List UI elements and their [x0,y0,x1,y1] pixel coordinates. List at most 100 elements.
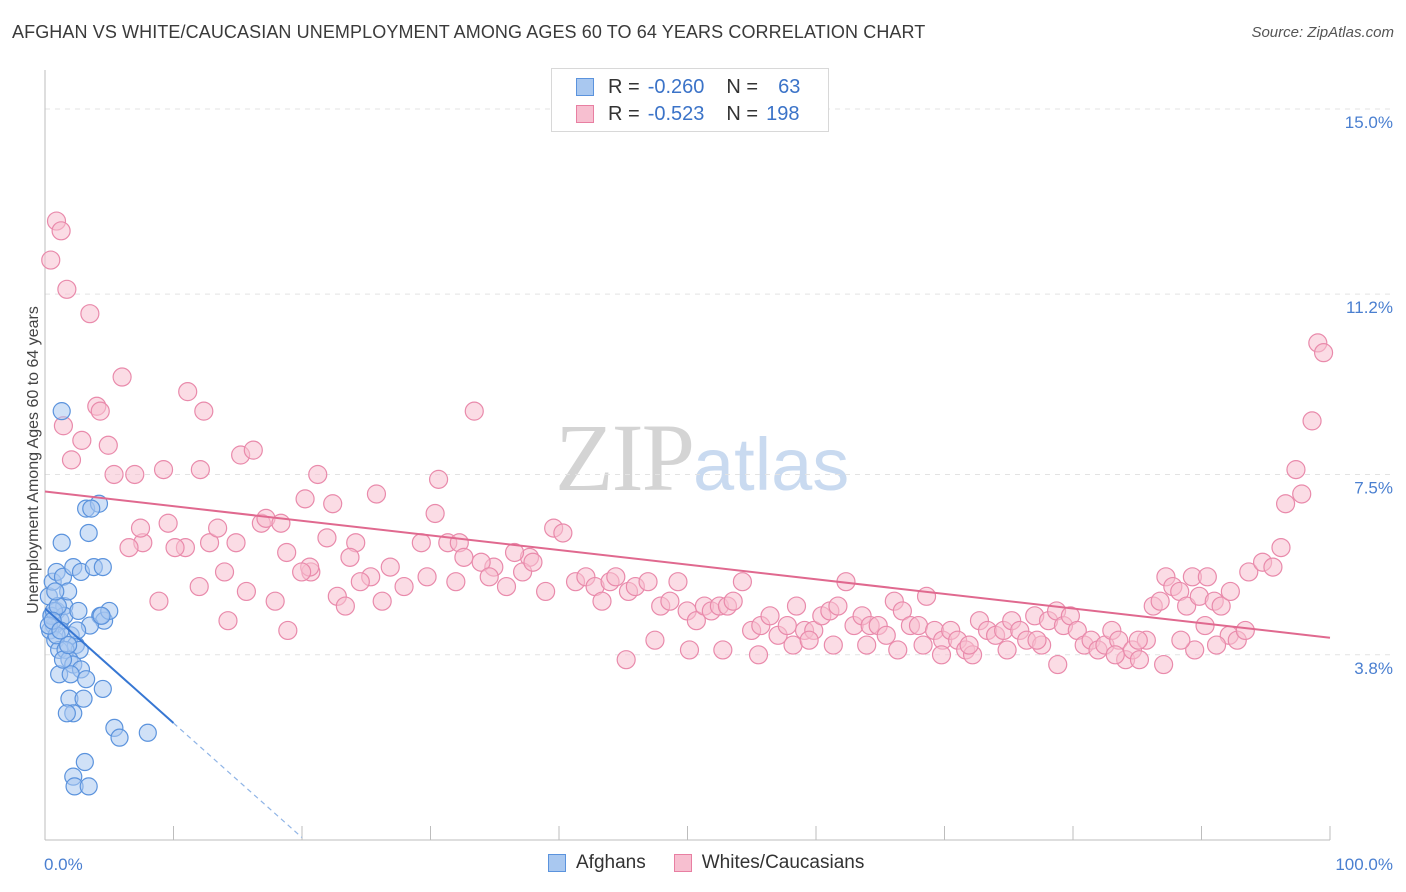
whites-point [777,615,797,636]
afghans-point [69,601,88,621]
whites-point [340,547,360,567]
whites-r-value: -0.523 [647,102,705,125]
whites-point [372,591,392,611]
whites-point [1239,562,1259,582]
whites-n-value: 198 [766,102,800,125]
afghans-trend-extension [173,722,303,839]
whites-point [61,450,82,470]
y-tick-label: 11.2% [1346,298,1393,317]
whites-point [786,596,807,616]
correlation-legend: R = -0.260 N = 63 R = -0.523 N = 198 [551,68,829,132]
whites-point [1177,596,1197,616]
afghans-trend-line [44,607,175,724]
whites-point [732,572,753,592]
whites-point [335,596,355,616]
whites-point [1263,557,1283,577]
whites-swatch [576,105,594,123]
afghans-point [75,752,94,772]
whites-point [90,401,110,421]
r-label: R = [608,102,640,125]
y-tick-label: 3.8% [1354,659,1393,678]
whites-point [295,489,315,509]
afghans-point [79,523,98,543]
whites-point [158,513,178,533]
whites-point [104,464,124,485]
watermark: ZIPatlas [555,402,849,513]
whites-point [592,591,612,611]
whites-point [178,382,198,402]
whites-point [380,557,400,577]
whites-point [125,464,145,485]
whites-point [1171,630,1191,650]
whites-point [828,596,848,616]
whites-point [1027,630,1047,650]
afghans-point [92,606,111,625]
afghans-point [52,402,71,421]
afghans-point [93,679,112,699]
series-whites-points [41,211,1334,675]
whites-legend-swatch [673,854,692,872]
whites-point [959,635,979,655]
legend-item-whites[interactable]: Whites/Caucasians [673,852,864,874]
whites-point [1105,645,1125,665]
afghans-point [77,670,96,689]
whites-point [823,635,843,655]
whites-point [464,401,484,421]
whites-point [98,435,118,455]
afghans-point [46,582,65,601]
afghans-point [51,621,70,640]
whites-point [799,630,819,650]
whites-point [292,562,312,582]
whites-point [1154,654,1174,675]
whites-point [660,591,680,611]
whites-point [366,484,387,504]
whites-point [888,640,908,660]
afghans-legend-label: Afghans [576,852,646,873]
afghans-point [57,704,76,723]
whites-point [1302,411,1322,431]
whites-point [226,533,246,553]
trend-lines [44,490,1331,839]
whites-point [153,460,174,480]
whites-point [760,606,780,626]
afghans-point [52,533,71,552]
whites-point [1128,630,1148,650]
whites-point [997,640,1017,660]
legend-item-afghans[interactable]: Afghans [548,852,646,874]
whites-point [1185,640,1205,660]
whites-point [723,591,743,611]
source-label: Source: ZipAtlas.com [1251,24,1394,41]
whites-point [208,518,228,538]
afghans-swatch [576,78,594,96]
whites-point [165,537,185,558]
chart-title: AFGHAN VS WHITE/CAUCASIAN UNEMPLOYMENT A… [12,22,926,42]
whites-point [189,576,209,597]
n-label: N = [726,102,759,125]
whites-point [1129,650,1150,670]
whites-point [523,552,543,572]
whites-point [417,567,437,587]
whites-point [686,611,706,631]
afghans-point [59,635,78,655]
whites-point [308,464,328,485]
whites-point [236,581,256,602]
whites-trend-line [44,490,1331,639]
whites-point [913,635,933,655]
whites-point [713,640,733,660]
whites-point [446,572,466,592]
whites-point [265,591,285,611]
x-tick-label-min: 0.0% [44,855,83,874]
whites-point [218,611,238,631]
whites-point [1292,484,1312,504]
watermark-zip: ZIP [555,404,695,511]
whites-point [616,650,636,670]
legend-row-afghans: R = -0.260 N = 63 [576,75,800,99]
series-legend: Afghans Whites/Caucasians [548,852,892,874]
r-label: R = [608,75,640,98]
y-tick-label: 7.5% [1354,478,1393,497]
whites-point [1197,567,1217,587]
whites-point [1313,343,1334,363]
whites-point [1271,537,1291,558]
whites-point [496,576,517,597]
whites-point [1195,615,1215,636]
